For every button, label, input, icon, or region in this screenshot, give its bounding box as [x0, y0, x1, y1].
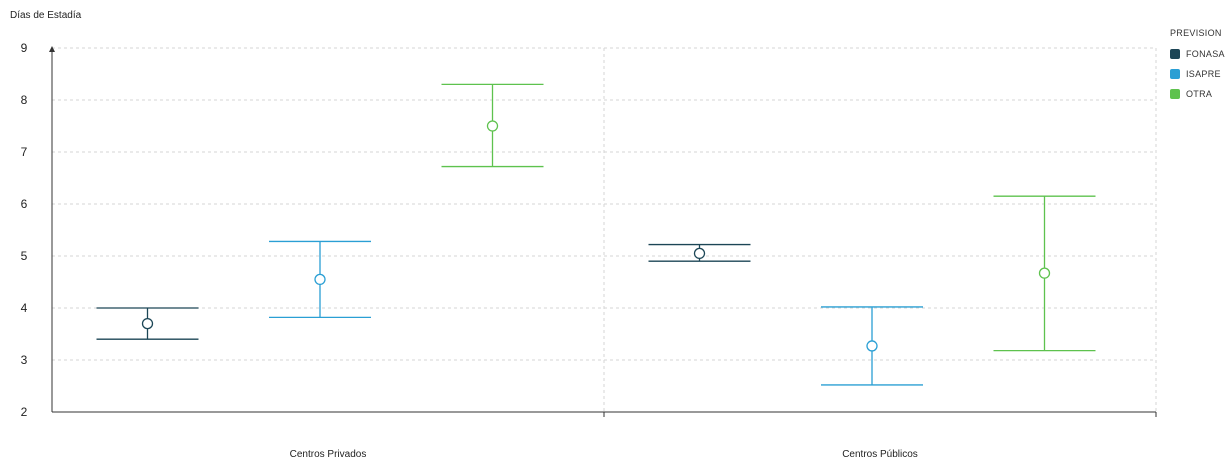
- y-tick-label: 5: [21, 249, 28, 263]
- mean-point: [486, 120, 499, 132]
- legend-label: FONASA: [1186, 49, 1225, 59]
- error-bar-chart: 2 3 4 5 6 7 8 9 Centros Privados Centros Públicos: [21, 41, 1157, 460]
- x-tick-label: Centros Privados: [290, 449, 367, 460]
- y-tick-label: 3: [21, 353, 28, 367]
- legend-item: ISAPRE: [1170, 64, 1225, 84]
- legend-swatch: [1170, 69, 1180, 79]
- legend-title: PREVISION: [1170, 28, 1222, 38]
- x-tick-label: Centros Públicos: [842, 449, 918, 460]
- legend-item: FONASA: [1170, 44, 1225, 64]
- mean-point: [866, 340, 878, 352]
- y-tick-label: 4: [21, 301, 28, 315]
- mean-point: [141, 317, 154, 330]
- y-axis-label: Días de Estadía: [10, 10, 82, 21]
- legend-label: OTRA: [1186, 89, 1213, 99]
- y-tick-label: 7: [21, 145, 28, 159]
- legend: PREVISION FONASA ISAPRE OTRA: [1170, 28, 1225, 104]
- legend-label: ISAPRE: [1186, 69, 1221, 79]
- legend-swatch: [1170, 49, 1180, 59]
- mean-point: [314, 273, 326, 286]
- y-tick-label: 6: [21, 197, 28, 211]
- mean-point: [693, 247, 706, 260]
- y-tick-label: 8: [21, 93, 28, 107]
- legend-swatch: [1170, 89, 1180, 99]
- y-tick-label: 9: [21, 41, 28, 55]
- mean-point: [1038, 267, 1051, 279]
- y-tick-label: 2: [21, 405, 28, 419]
- y-axis-arrow: [49, 46, 55, 52]
- legend-item: OTRA: [1170, 84, 1225, 104]
